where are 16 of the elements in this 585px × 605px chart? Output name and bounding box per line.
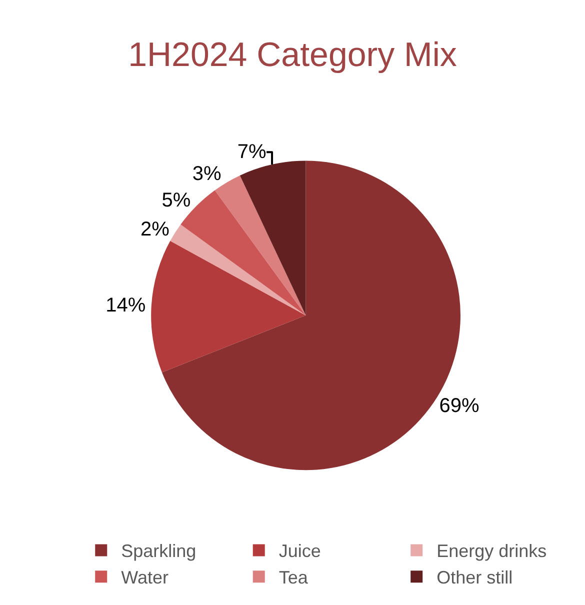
legend-label: Sparkling <box>121 541 196 562</box>
data-label: 7% <box>237 141 267 164</box>
data-label: 14% <box>106 294 146 317</box>
legend-label: Other still <box>436 568 513 588</box>
chart-title: 1H2024 Category Mix <box>128 36 457 74</box>
pie-slice <box>240 160 306 316</box>
data-label: 69% <box>439 394 480 417</box>
legend-label: Juice <box>278 541 321 562</box>
pie-slice <box>170 224 306 316</box>
legend-label: Tea <box>278 568 309 588</box>
data-label: 5% <box>162 190 191 212</box>
data-label: 2% <box>140 218 170 240</box>
legend-label: Energy drinks <box>436 541 547 562</box>
pie-slice <box>151 240 306 372</box>
data-label: 3% <box>192 163 222 186</box>
legend-label: Water <box>121 568 168 588</box>
